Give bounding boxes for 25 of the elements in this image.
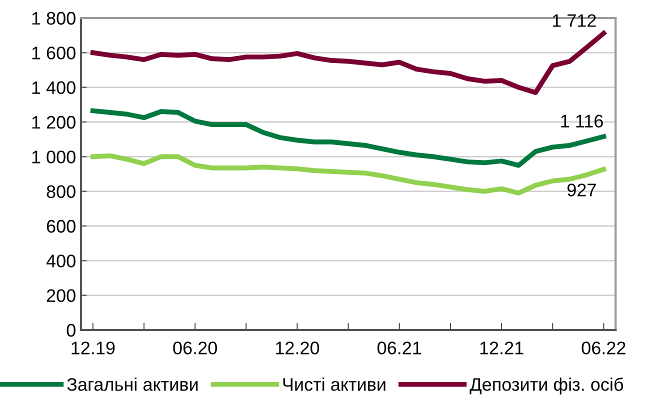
legend-label: Загальні активи: [67, 378, 198, 391]
y-tick-label: 1 800: [32, 12, 76, 25]
line-series: [90, 153, 606, 196]
y-tick-label: 800: [46, 185, 76, 198]
y-tick-label: 0: [66, 324, 76, 337]
y-tick-label: 1 400: [32, 81, 76, 94]
y-tick-label: 1 600: [32, 46, 76, 60]
x-tick-label: 06.20: [173, 342, 217, 354]
x-tick-label: 12.21: [480, 342, 524, 354]
line-series: [90, 108, 606, 168]
legend-label: Депозити фіз. осіб: [470, 377, 624, 394]
y-tick-label: 600: [46, 220, 76, 233]
y-tick-label: 400: [46, 254, 76, 268]
y-tick-label: 1 200: [32, 116, 76, 129]
line-series: [90, 30, 606, 95]
legend-label: Чисті активи: [283, 378, 386, 391]
y-tick-label: 1 000: [32, 150, 76, 164]
x-tick-label: 12.20: [276, 342, 320, 354]
x-tick-label: 06.22: [582, 342, 626, 354]
x-tick-label: 06.21: [377, 342, 422, 354]
data-label: 927: [567, 184, 596, 196]
data-label: 1 116: [561, 114, 603, 128]
x-tick-label: 12.19: [72, 342, 115, 354]
y-tick-label: 200: [46, 289, 76, 302]
data-label: 1 712: [552, 14, 596, 27]
